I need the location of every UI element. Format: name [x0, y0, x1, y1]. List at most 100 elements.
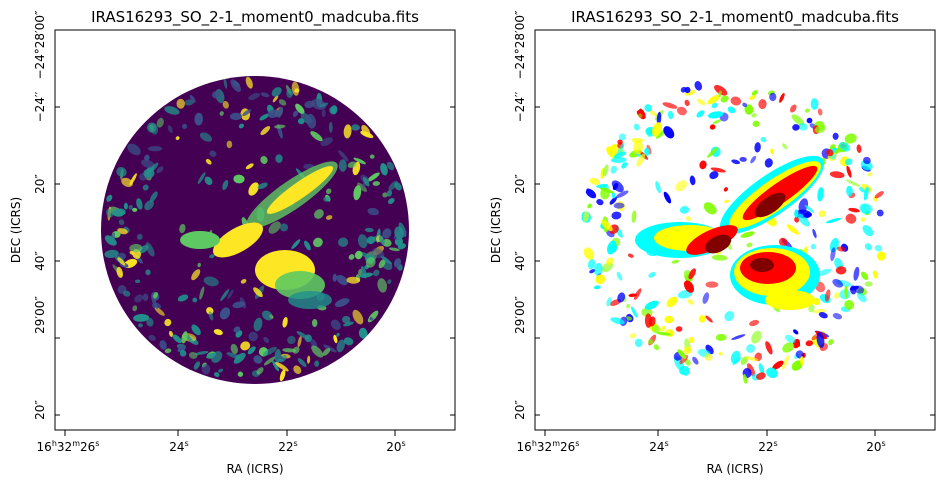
emission-clump: [874, 244, 883, 252]
emission-clump: [609, 196, 617, 205]
emission-clump: [342, 315, 351, 324]
emission-clump: [617, 292, 626, 303]
emission-clump: [864, 243, 872, 251]
emission-clump: [785, 334, 796, 344]
emission-clump: [195, 351, 209, 355]
emission-clump: [151, 296, 158, 310]
emission-clump: [263, 336, 270, 343]
emission-clump: [287, 335, 296, 345]
emission-clump: [141, 159, 155, 169]
emission-clump: [223, 77, 228, 89]
emission-clump: [354, 250, 363, 260]
emission-clump: [271, 87, 282, 97]
emission-clump: [727, 106, 736, 114]
emission-clump: [758, 363, 765, 375]
emission-clump: [136, 198, 143, 210]
emission-clump: [689, 175, 696, 186]
emission-clump: [237, 371, 244, 377]
emission-clump: [280, 223, 289, 232]
emission-clump: [256, 367, 264, 375]
emission-clump: [310, 338, 318, 349]
emission-clump: [705, 281, 719, 288]
right-title: IRAS16293_SO_2-1_moment0_madcuba.fits: [571, 8, 899, 27]
emission-clump: [793, 329, 799, 335]
emission-clump: [782, 342, 795, 353]
emission-clump: [279, 369, 286, 382]
emission-clump: [342, 321, 354, 327]
emission-clump: [611, 211, 622, 220]
emission-clump: [679, 206, 690, 214]
emission-clump: [872, 270, 878, 279]
emission-clump: [610, 317, 625, 325]
emission-clump: [358, 327, 368, 339]
emission-clump: [655, 181, 661, 194]
emission-clump: [206, 352, 215, 359]
emission-clump: [167, 125, 173, 133]
emission-clump: [164, 348, 172, 354]
emission-clump: [181, 331, 188, 344]
right-xlabel: RA (ICRS): [706, 462, 763, 476]
emission-clump: [805, 340, 814, 347]
emission-clump: [664, 315, 674, 324]
emission-clump: [600, 187, 610, 200]
emission-clump: [353, 157, 366, 165]
emission-clump: [684, 99, 690, 107]
emission-clump: [343, 337, 354, 346]
emission-clump: [253, 355, 263, 364]
emission-clump: [627, 253, 634, 258]
emission-clump: [688, 268, 696, 280]
emission-clump: [698, 315, 706, 323]
emission-clump: [752, 120, 760, 128]
emission-clump: [829, 171, 845, 179]
emission-clump: [222, 179, 229, 191]
emission-clump: [754, 142, 761, 153]
left-title: IRAS16293_SO_2-1_moment0_madcuba.fits: [91, 8, 419, 27]
emission-clump: [253, 287, 263, 298]
emission-clump: [279, 354, 287, 363]
emission-clump: [282, 316, 288, 328]
emission-clump: [803, 212, 813, 218]
emission-clump: [724, 311, 735, 322]
emission-clump: [208, 311, 214, 321]
emission-clump: [116, 266, 123, 278]
emission-clump: [631, 210, 637, 223]
emission-clump: [709, 124, 716, 130]
emission-clump: [144, 200, 154, 211]
emission-clump: [322, 348, 331, 356]
left-ytick-label: 29′00″: [33, 296, 47, 334]
emission-clump: [149, 162, 159, 173]
right-xtick-label: 16h32m26s: [517, 439, 580, 454]
emission-clump: [312, 319, 318, 327]
emission-clump: [260, 156, 268, 164]
emission-clump: [683, 280, 695, 293]
emission-clump: [589, 269, 595, 274]
emission-clump: [634, 288, 642, 300]
emission-clump: [611, 180, 624, 193]
emission-clump: [730, 96, 742, 106]
emission-clump: [145, 242, 155, 257]
emission-clump: [104, 235, 117, 246]
emission-clump: [647, 339, 654, 345]
emission-clump: [644, 104, 652, 112]
emission-clump: [585, 188, 597, 199]
emission-clump: [718, 90, 722, 98]
emission-clump: [844, 158, 853, 166]
emission-clump: [816, 332, 825, 348]
emission-clump: [181, 123, 188, 129]
emission-clump: [144, 154, 150, 161]
emission-clump: [272, 360, 280, 372]
emission-clump: [818, 210, 826, 218]
right-xtick-label: 22s: [758, 439, 777, 454]
emission-clump: [338, 159, 347, 172]
emission-clump: [156, 117, 164, 128]
emission-clump: [235, 354, 240, 360]
emission-clump: [333, 334, 338, 344]
emission-clump: [222, 100, 229, 109]
emission-clump: [618, 133, 626, 141]
emission-clump: [313, 237, 323, 248]
emission-clump: [397, 243, 407, 250]
emission-clump: [853, 266, 860, 281]
emission-clump: [388, 197, 395, 205]
emission-clump: [346, 276, 361, 284]
left-image: [101, 76, 409, 384]
